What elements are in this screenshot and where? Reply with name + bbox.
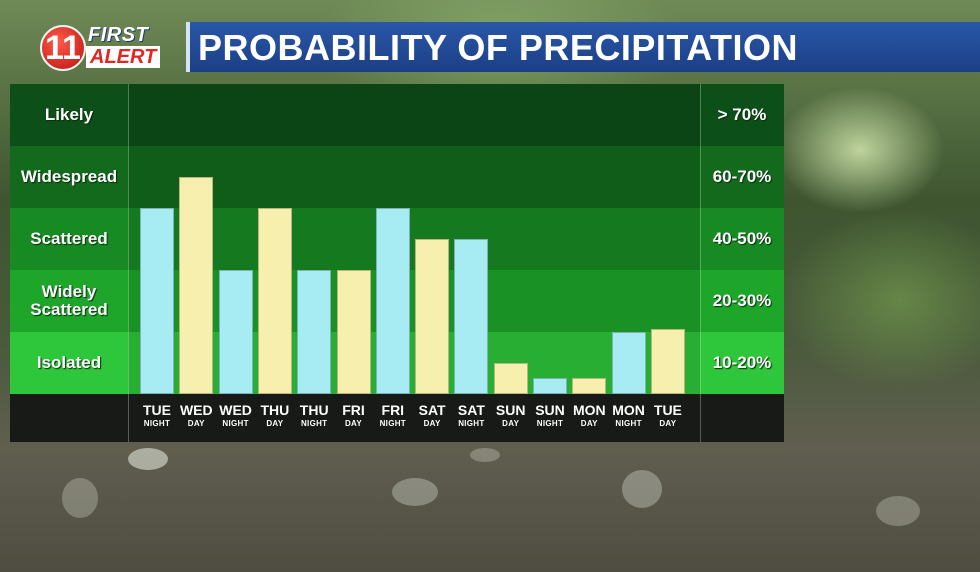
bar-fri-day — [336, 270, 371, 394]
bar-tue-night — [140, 208, 174, 394]
raindrop-splash — [876, 496, 920, 526]
x-tick-period: NIGHT — [222, 419, 249, 428]
bar-mon-night — [611, 332, 646, 394]
bar-wed-night — [218, 270, 253, 394]
x-tick-day: TUE — [653, 402, 682, 418]
band-range-isolated: 10-20% — [712, 353, 772, 372]
band-range-widely-scattered: 20-30% — [712, 291, 772, 310]
bar-tue-day — [650, 329, 685, 394]
raindrop-splash — [622, 470, 662, 508]
bar-sat-night — [454, 239, 489, 394]
x-tick-day: WED — [179, 402, 213, 418]
band-likely — [10, 84, 784, 146]
x-tick-period: NIGHT — [143, 419, 171, 428]
x-tick-period: NIGHT — [458, 419, 485, 428]
x-tick-day: SAT — [418, 402, 446, 418]
x-tick-period: DAY — [423, 419, 441, 428]
x-tick-day: SUN — [495, 402, 526, 418]
band-label-widely-scattered: Widely Scattered — [30, 282, 108, 319]
logo-word-first: FIRST — [88, 24, 149, 46]
x-tick-period: NIGHT — [615, 419, 642, 428]
x-tick-period: DAY — [659, 419, 677, 428]
band-label-scattered: Scattered — [30, 229, 108, 248]
logo-number: 11 — [40, 25, 86, 71]
raindrop-splash — [62, 478, 98, 518]
x-tick-day: WED — [219, 402, 252, 418]
x-tick-label: MON DAY — [569, 402, 609, 430]
x-tick-period: NIGHT — [536, 419, 564, 428]
x-tick-label: WED DAY — [176, 402, 216, 430]
bar-thu-day — [257, 208, 292, 394]
x-tick-period: DAY — [580, 419, 598, 428]
x-tick-period: DAY — [344, 419, 363, 428]
x-tick-label: THU DAY — [255, 402, 295, 430]
raindrop-splash — [128, 448, 168, 470]
raindrop-splash — [470, 448, 500, 462]
x-tick-day: THU — [299, 402, 329, 418]
x-tick-period: NIGHT — [300, 419, 328, 428]
x-tick-period: DAY — [187, 419, 205, 428]
raindrop-splash — [392, 478, 438, 506]
x-tick-period: DAY — [266, 419, 284, 428]
x-tick-label: SAT DAY — [412, 402, 452, 430]
right-divider — [700, 84, 701, 442]
band-label-isolated: Isolated — [36, 353, 102, 372]
band-range-likely: > 70% — [717, 105, 767, 124]
x-tick-day: MON — [612, 402, 645, 418]
x-tick-label: TUE DAY — [648, 402, 688, 430]
band-widespread — [10, 146, 784, 208]
x-tick-day: SUN — [535, 402, 565, 418]
logo-word-alert: ALERT — [86, 46, 161, 68]
x-tick-label: SAT NIGHT — [451, 402, 491, 430]
x-tick-day: TUE — [143, 402, 171, 418]
x-tick-label: FRI DAY — [334, 402, 374, 430]
x-tick-period: DAY — [502, 419, 520, 428]
x-tick-day: MON — [572, 402, 606, 418]
bars-container — [128, 84, 700, 394]
bar-mon-day — [572, 378, 607, 394]
left-divider — [128, 84, 129, 442]
first-alert-logo: 11 FIRST ALERT — [38, 22, 174, 74]
bar-wed-day — [179, 177, 214, 394]
x-tick-label: TUE NIGHT — [137, 402, 177, 430]
bar-sun-night — [533, 378, 567, 394]
x-tick-day: THU — [260, 402, 290, 418]
page-title: PROBABILITY OF PRECIPITATION — [198, 27, 799, 68]
bar-sun-day — [493, 363, 528, 394]
x-tick-label: MON NIGHT — [609, 402, 649, 430]
band-range-widespread: 60-70% — [712, 167, 772, 186]
x-axis-footer — [10, 394, 784, 442]
band-label-likely: Likely — [44, 105, 94, 124]
x-tick-label: SUN NIGHT — [530, 402, 570, 430]
x-tick-label: FRI NIGHT — [373, 402, 413, 430]
x-tick-day: FRI — [342, 402, 365, 418]
x-tick-label: WED NIGHT — [216, 402, 256, 430]
band-label-widespread: Widespread — [20, 167, 118, 186]
x-tick-period: NIGHT — [379, 419, 406, 428]
precipitation-chart: Likely Widespread Scattered Widely Scatt… — [10, 84, 784, 442]
title-bar: PROBABILITY OF PRECIPITATION — [186, 22, 980, 72]
bar-sat-day — [415, 239, 450, 394]
bar-thu-night — [297, 270, 332, 394]
x-tick-day: FRI — [381, 402, 405, 418]
x-tick-label: SUN DAY — [491, 402, 531, 430]
band-range-scattered: 40-50% — [712, 229, 772, 248]
x-tick-label: THU NIGHT — [294, 402, 334, 430]
bar-fri-night — [375, 208, 410, 394]
x-tick-day: SAT — [457, 402, 485, 418]
